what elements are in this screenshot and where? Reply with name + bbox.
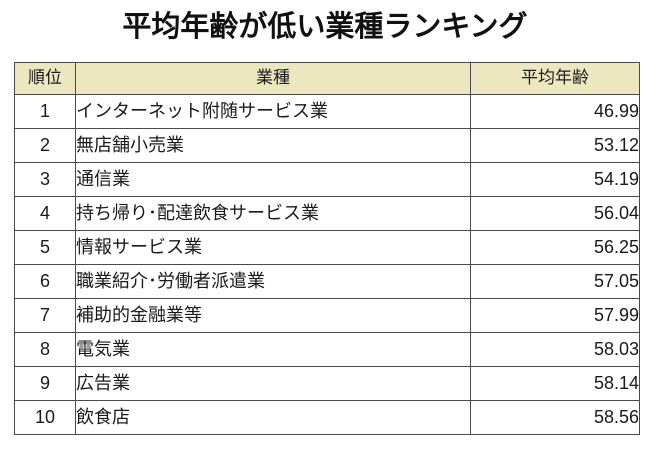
table-row: 8 電気業 58.03 — [14, 332, 640, 367]
average-age-cell: 56.04 — [470, 196, 640, 231]
industry-cell: 無店舗小売業 — [75, 128, 471, 163]
rank-cell: 6 — [14, 264, 76, 299]
rank-cell: 8 — [14, 332, 76, 367]
rank-cell: 2 — [14, 128, 76, 163]
table-row: 4 持ち帰り･配達飲食サービス業 56.04 — [14, 196, 640, 231]
industry-cell: 補助的金融業等 — [75, 298, 471, 333]
rank-cell: 1 — [14, 94, 76, 129]
average-age-cell: 58.14 — [470, 366, 640, 401]
average-age-cell: 54.19 — [470, 162, 640, 197]
table-row: 2 無店舗小売業 53.12 — [14, 128, 640, 163]
header-average-age: 平均年齢 — [470, 62, 640, 95]
average-age-cell: 58.56 — [470, 400, 640, 435]
header-rank: 順位 — [14, 62, 76, 95]
industry-cell: 職業紹介･労働者派遣業 — [75, 264, 471, 299]
table-row: 6 職業紹介･労働者派遣業 57.05 — [14, 264, 640, 299]
table-row: 1 インターネット附随サービス業 46.99 — [14, 94, 640, 129]
table-row: 3 通信業 54.19 — [14, 162, 640, 197]
table-row: 5 情報サービス業 56.25 — [14, 230, 640, 265]
average-age-cell: 57.99 — [470, 298, 640, 333]
header-industry: 業種 — [75, 62, 471, 95]
average-age-cell: 58.03 — [470, 332, 640, 367]
rank-cell: 9 — [14, 366, 76, 401]
industry-cell: インターネット附随サービス業 — [75, 94, 471, 129]
ranking-table: 順位 業種 平均年齢 1 インターネット附随サービス業 46.99 2 無店舗小… — [14, 62, 640, 435]
industry-cell: 持ち帰り･配達飲食サービス業 — [75, 196, 471, 231]
table-row: 9 広告業 58.14 — [14, 366, 640, 401]
table-row: 7 補助的金融業等 57.99 — [14, 298, 640, 333]
rank-cell: 3 — [14, 162, 76, 197]
industry-cell: 通信業 — [75, 162, 471, 197]
industry-cell: 広告業 — [75, 366, 471, 401]
rank-cell: 4 — [14, 196, 76, 231]
industry-cell: 飲食店 — [75, 400, 471, 435]
rank-cell: 7 — [14, 298, 76, 333]
table-header-row: 順位 業種 平均年齢 — [14, 62, 640, 95]
industry-cell: 情報サービス業 — [75, 230, 471, 265]
average-age-cell: 56.25 — [470, 230, 640, 265]
average-age-cell: 57.05 — [470, 264, 640, 299]
average-age-cell: 46.99 — [470, 94, 640, 129]
table-row: 10 飲食店 58.56 — [14, 400, 640, 435]
rank-cell: 5 — [14, 230, 76, 265]
industry-cell: 電気業 — [75, 332, 471, 367]
average-age-cell: 53.12 — [470, 128, 640, 163]
page-title: 平均年齢が低い業種ランキング — [122, 9, 528, 43]
rank-cell: 10 — [14, 400, 76, 435]
